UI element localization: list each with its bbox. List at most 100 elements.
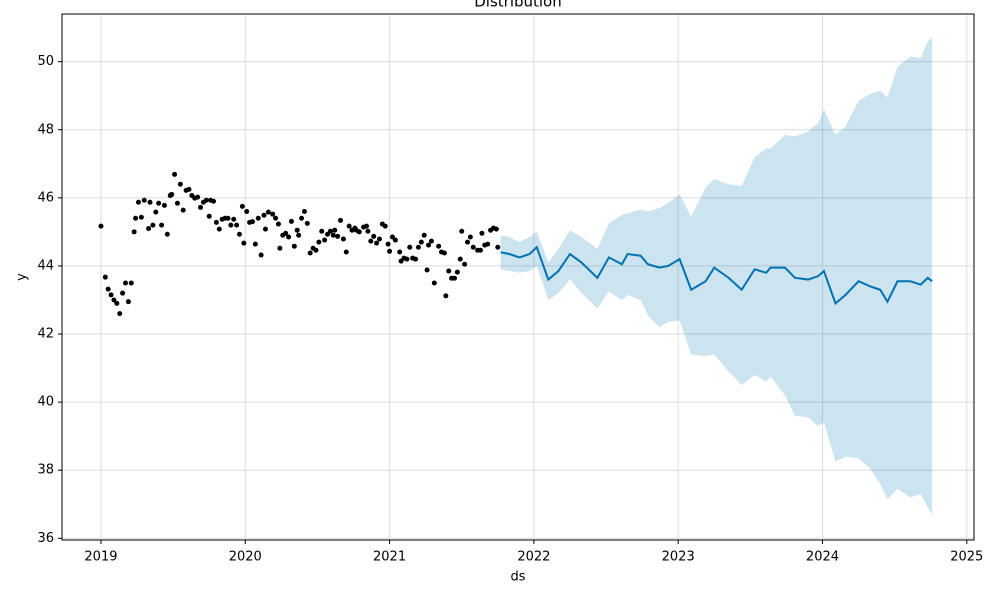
data-point [252,241,258,247]
data-point [415,244,421,250]
data-point [275,221,281,227]
data-point [203,197,209,203]
chart-title: Distribution [474,0,562,11]
data-point [213,219,219,225]
data-point [371,233,377,239]
data-point [135,199,141,205]
x-tick-label: 2024 [806,550,839,565]
data-point [299,215,305,221]
data-point [413,256,419,262]
uncertainty-band [500,37,933,515]
plot-frame [61,13,975,541]
data-point [228,222,234,228]
data-point [404,256,410,262]
data-point [479,230,485,236]
data-point [385,241,391,247]
data-point [288,218,294,224]
data-point [313,247,319,253]
y-tick-label: 50 [37,54,54,69]
data-point [446,268,452,274]
data-point [470,244,476,250]
data-point [452,275,458,281]
data-point [283,230,289,236]
y-tick-label: 48 [37,122,54,137]
data-point [177,181,183,187]
data-point [467,234,473,240]
data-point [161,202,167,208]
data-point [147,199,153,205]
data-point [146,225,152,231]
data-point [407,244,413,250]
y-axis-label: y [15,273,30,281]
data-point [291,243,297,249]
data-point [241,240,247,246]
data-point [174,200,180,206]
data-point [261,212,267,218]
data-point [431,280,437,286]
data-point [198,204,204,210]
data-point [493,226,499,232]
data-point [462,261,468,267]
data-point [131,229,137,235]
data-point [307,250,313,256]
x-axis-label: ds [510,570,525,585]
data-point [153,209,159,215]
data-point [457,256,463,262]
data-point [239,203,245,209]
x-tick-label: 2020 [229,550,262,565]
data-point [195,194,201,200]
data-point [128,280,134,286]
data-point [459,228,465,234]
data-point [236,231,242,237]
data-point [114,300,120,306]
data-point [206,213,212,219]
data-point [387,248,393,254]
data-point [322,237,328,243]
data-point [356,229,362,235]
data-point [426,242,432,248]
x-tick-label: 2019 [84,550,117,565]
data-point [495,244,501,250]
data-point [102,274,108,280]
data-point [117,311,123,317]
data-point [186,186,192,192]
data-point [150,222,156,228]
data-point [164,231,170,237]
data-point [211,198,217,204]
data-point [418,239,424,245]
data-point [421,232,427,238]
data-point [382,223,388,229]
data-point [374,240,380,246]
data-point [332,227,338,233]
y-tick-label: 42 [37,327,54,342]
x-tick-label: 2023 [662,550,695,565]
data-point [255,215,261,221]
data-point [330,232,336,238]
data-point [343,249,349,255]
data-point [340,236,346,242]
data-point [125,299,131,305]
x-tick-label: 2022 [517,550,550,565]
data-point [346,223,352,229]
data-point [397,249,403,255]
data-point [180,207,186,213]
data-point [319,228,325,234]
data-point [485,241,491,247]
data-point [363,223,369,229]
data-point [156,200,162,206]
data-point [258,252,264,258]
data-point [273,215,279,221]
data-point [138,214,144,220]
data-point [244,208,250,214]
data-point [169,191,175,197]
data-point [122,280,128,286]
y-tick-label: 38 [37,463,54,478]
data-point [338,217,344,223]
data-point [304,220,310,226]
data-point [159,222,165,228]
data-point [436,243,442,249]
data-point [316,239,322,245]
y-tick-label: 36 [37,531,54,546]
data-point [392,237,398,243]
